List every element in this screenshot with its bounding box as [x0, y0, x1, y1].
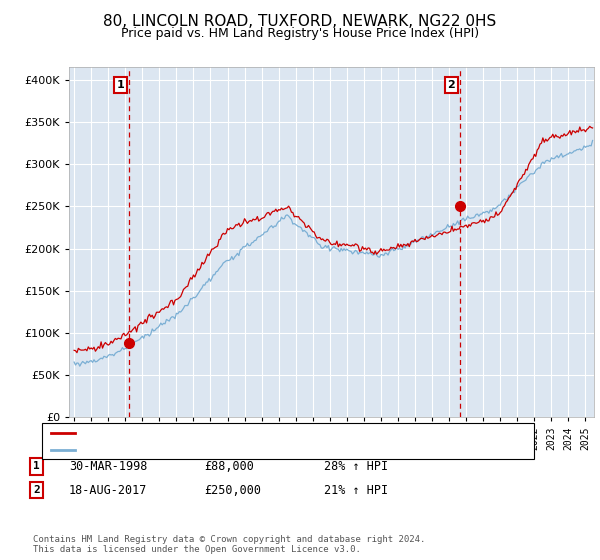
Text: 21% ↑ HPI: 21% ↑ HPI [324, 483, 388, 497]
Text: 80, LINCOLN ROAD, TUXFORD, NEWARK, NG22 0HS: 80, LINCOLN ROAD, TUXFORD, NEWARK, NG22 … [103, 14, 497, 29]
Text: Contains HM Land Registry data © Crown copyright and database right 2024.
This d: Contains HM Land Registry data © Crown c… [33, 535, 425, 554]
Text: £88,000: £88,000 [204, 460, 254, 473]
Text: 18-AUG-2017: 18-AUG-2017 [69, 483, 148, 497]
Text: 30-MAR-1998: 30-MAR-1998 [69, 460, 148, 473]
Text: HPI: Average price, detached house, Bassetlaw: HPI: Average price, detached house, Bass… [81, 445, 362, 455]
Text: 2: 2 [448, 80, 455, 90]
Text: 1: 1 [117, 80, 125, 90]
Text: 80, LINCOLN ROAD, TUXFORD, NEWARK, NG22 0HS (detached house): 80, LINCOLN ROAD, TUXFORD, NEWARK, NG22 … [81, 428, 456, 438]
Text: £250,000: £250,000 [204, 483, 261, 497]
Text: 28% ↑ HPI: 28% ↑ HPI [324, 460, 388, 473]
Text: Price paid vs. HM Land Registry's House Price Index (HPI): Price paid vs. HM Land Registry's House … [121, 27, 479, 40]
Text: 2: 2 [33, 485, 40, 495]
Text: 1: 1 [33, 461, 40, 472]
